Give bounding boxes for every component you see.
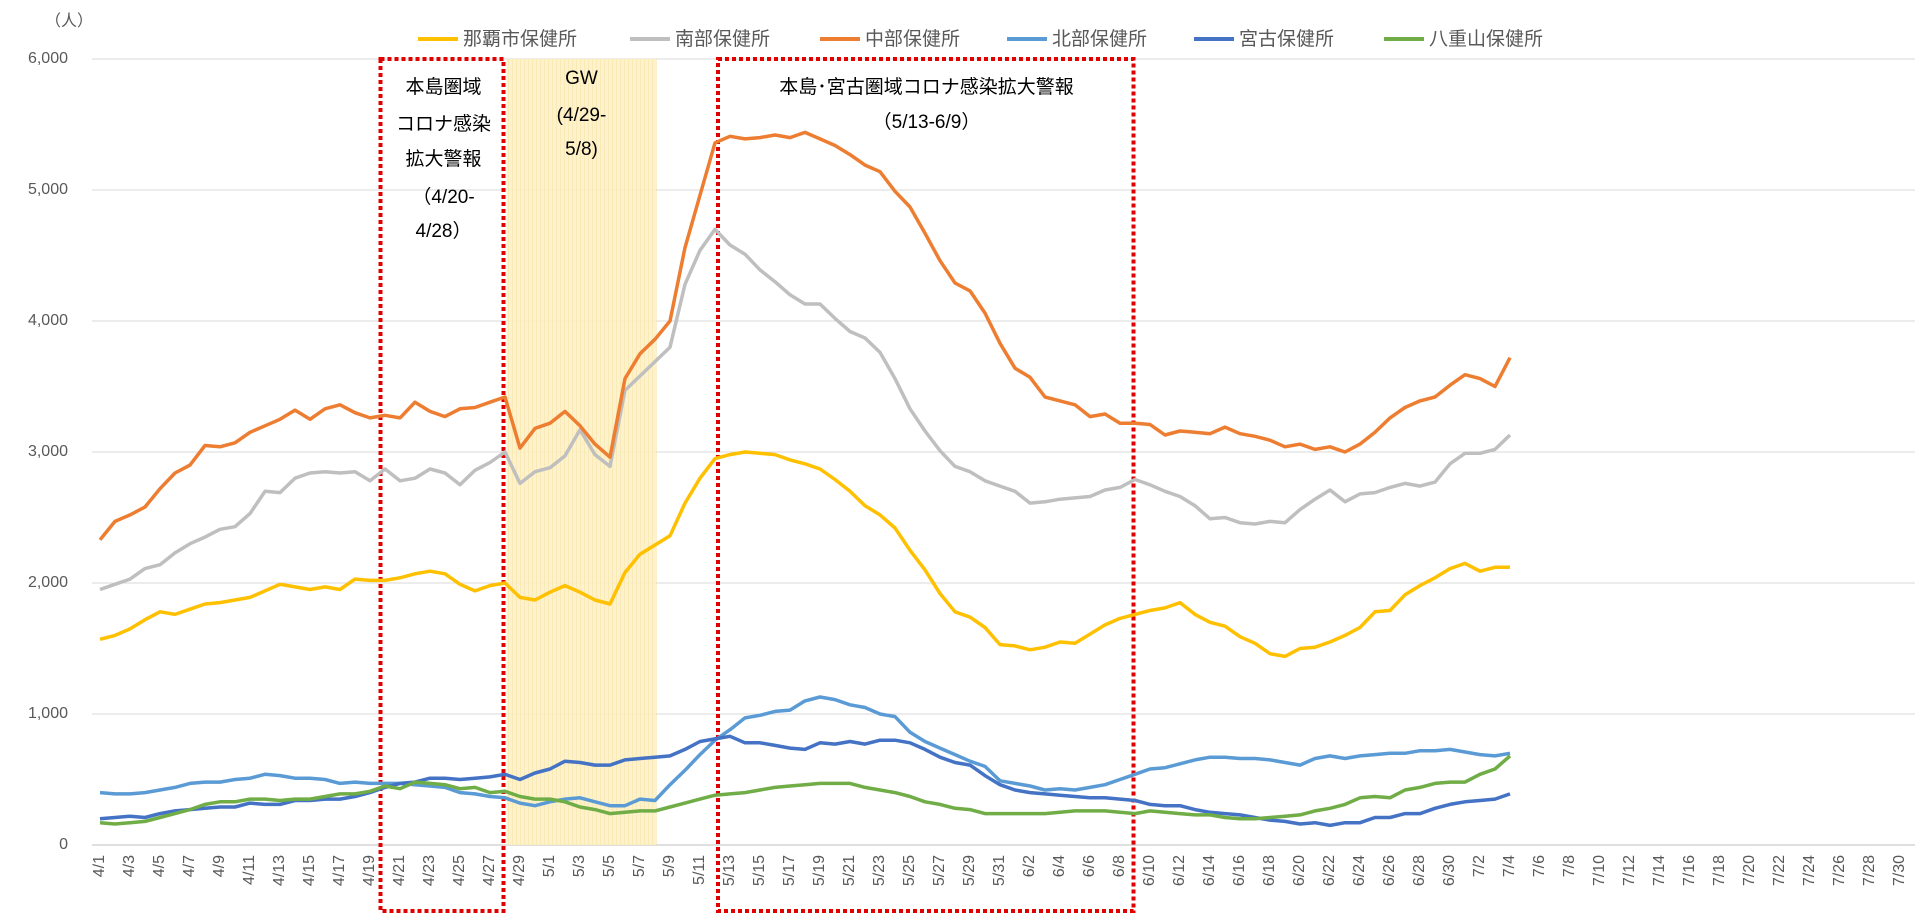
- x-tick-label: 6/8: [1111, 855, 1128, 877]
- x-tick-label: 4/19: [361, 855, 378, 886]
- x-tick-label: 6/26: [1381, 855, 1398, 886]
- x-tick-label: 5/7: [631, 855, 648, 877]
- legend-label: 北部保健所: [1052, 28, 1147, 50]
- y-tick-label: 4,000: [28, 312, 68, 329]
- x-tick-label: 6/6: [1081, 855, 1098, 877]
- x-tick-label: 7/26: [1831, 855, 1848, 886]
- x-tick-label: 4/17: [331, 855, 348, 886]
- legend-label: 南部保健所: [675, 28, 770, 50]
- annotation: （4/20-: [412, 186, 474, 208]
- x-tick-label: 7/6: [1531, 855, 1548, 877]
- x-tick-label: 7/18: [1711, 855, 1728, 886]
- x-tick-label: 4/1: [91, 855, 108, 877]
- x-tick-label: 5/17: [781, 855, 798, 886]
- x-tick-label: 7/14: [1651, 855, 1668, 886]
- x-tick-label: 5/5: [601, 855, 618, 877]
- x-tick-label: 7/30: [1891, 855, 1908, 886]
- x-tick-label: 4/23: [421, 855, 438, 886]
- annotation: 本島圏域: [405, 76, 481, 98]
- x-tick-label: 6/18: [1261, 855, 1278, 886]
- legend-label: 中部保健所: [865, 28, 960, 50]
- legend-label: 宮古保健所: [1239, 28, 1334, 50]
- x-tick-label: 4/29: [511, 855, 528, 886]
- x-tick-label: 4/25: [451, 855, 468, 886]
- x-tick-label: 6/4: [1051, 855, 1068, 877]
- x-tick-label: 6/20: [1291, 855, 1308, 886]
- x-tick-label: 5/19: [811, 855, 828, 886]
- x-tick-label: 4/3: [121, 855, 138, 877]
- x-tick-label: 7/16: [1681, 855, 1698, 886]
- x-tick-label: 4/13: [271, 855, 288, 886]
- x-tick-label: 6/16: [1231, 855, 1248, 886]
- x-tick-label: 7/20: [1741, 855, 1758, 886]
- legend-label: 八重山保健所: [1429, 28, 1543, 50]
- x-tick-label: 6/28: [1411, 855, 1428, 886]
- series-line: [99, 754, 1512, 826]
- alert-box: [716, 57, 1136, 913]
- x-tick-label: 5/1: [541, 855, 558, 877]
- x-tick-label: 6/12: [1171, 855, 1188, 886]
- x-tick-label: 7/28: [1861, 855, 1878, 886]
- annotation: (4/29-: [557, 105, 607, 126]
- x-tick-label: 5/23: [871, 855, 888, 886]
- annotation: （5/13-6/9）: [873, 111, 981, 133]
- x-tick-label: 4/27: [481, 855, 498, 886]
- alert-box: [378, 57, 506, 913]
- x-tick-label: 7/8: [1561, 855, 1578, 877]
- x-tick-label: 4/15: [301, 855, 318, 886]
- x-tick-label: 6/14: [1201, 855, 1218, 886]
- annotation: 本島･宮古圏域コロナ感染拡大警報: [779, 76, 1074, 98]
- x-tick-label: 7/10: [1591, 855, 1608, 886]
- annotation: 拡大警報: [405, 148, 481, 170]
- x-tick-label: 5/29: [961, 855, 978, 886]
- y-tick-label: 5,000: [28, 181, 68, 198]
- x-tick-label: 5/11: [691, 855, 708, 885]
- x-tick-label: 5/15: [751, 855, 768, 886]
- series-line: [98, 130, 1512, 541]
- x-tick-label: 4/7: [181, 855, 198, 877]
- x-tick-label: 4/21: [391, 855, 408, 886]
- y-unit: （人）: [45, 12, 93, 30]
- series-line: [99, 734, 1511, 828]
- x-tick-label: 6/24: [1351, 855, 1368, 886]
- x-tick-label: 5/3: [571, 855, 588, 877]
- x-tick-label: 5/13: [721, 855, 738, 886]
- x-tick-label: 5/31: [991, 855, 1008, 886]
- y-tick-label: 2,000: [28, 574, 68, 591]
- x-tick-label: 4/9: [211, 855, 228, 877]
- x-tick-label: 5/27: [931, 855, 948, 886]
- y-tick-label: 6,000: [28, 50, 68, 67]
- x-tick-label: 6/22: [1321, 855, 1338, 886]
- x-tick-label: 7/12: [1621, 855, 1638, 886]
- x-tick-label: 6/30: [1441, 855, 1458, 886]
- gw-shade: [506, 59, 657, 845]
- annotation: 5/8): [565, 139, 598, 160]
- y-tick-label: 3,000: [28, 443, 68, 460]
- series-line: [99, 227, 1512, 592]
- annotation: コロナ感染: [396, 113, 491, 135]
- x-tick-label: 7/4: [1501, 855, 1518, 877]
- x-tick-label: 7/24: [1801, 855, 1818, 886]
- annotation: 4/28）: [416, 220, 472, 242]
- annotation: GW: [565, 68, 598, 89]
- x-tick-label: 4/11: [241, 855, 258, 885]
- x-tick-label: 6/10: [1141, 855, 1158, 886]
- y-tick-label: 1,000: [28, 705, 68, 722]
- legend-label: 那覇市保健所: [463, 28, 577, 50]
- x-tick-label: 7/22: [1771, 855, 1788, 886]
- x-tick-label: 5/25: [901, 855, 918, 886]
- x-tick-label: 7/2: [1471, 855, 1488, 877]
- series-line: [99, 695, 1511, 808]
- series-line: [99, 450, 1510, 659]
- x-tick-label: 5/21: [841, 855, 858, 886]
- x-tick-label: 6/2: [1021, 855, 1038, 877]
- x-tick-label: 4/5: [151, 855, 168, 877]
- x-tick-label: 5/9: [661, 855, 678, 877]
- y-tick-label: 0: [59, 836, 68, 853]
